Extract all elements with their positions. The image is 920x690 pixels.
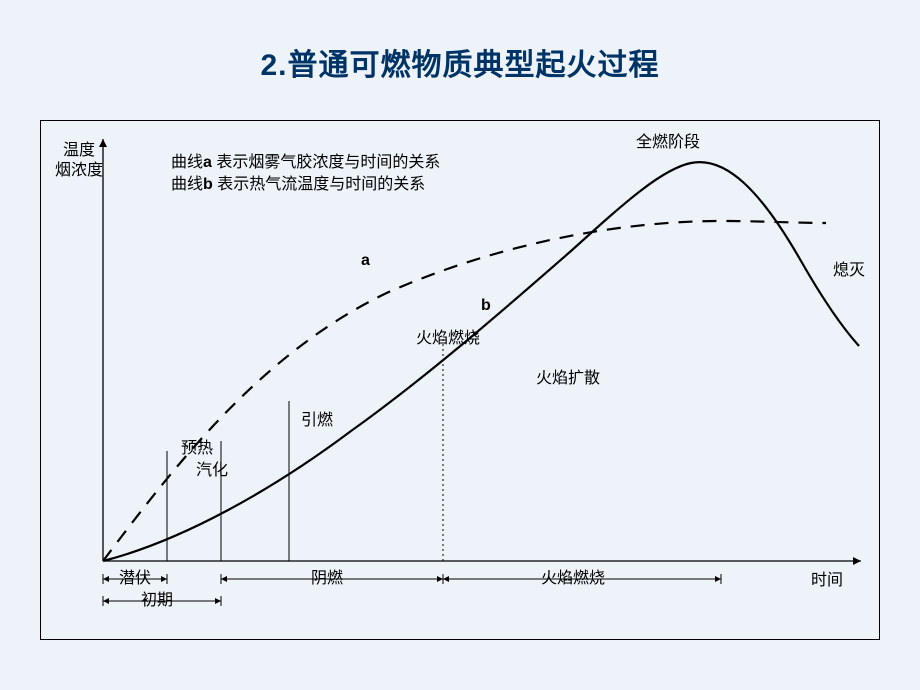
annot-ignite: 引燃 — [301, 411, 333, 432]
legend-1-bold: a — [203, 154, 212, 171]
curve-b-label: b — [481, 296, 491, 317]
legend-2-bold: b — [203, 176, 213, 193]
y-axis-label-2: 烟浓度 — [55, 161, 103, 182]
legend-2-prefix: 曲线 — [171, 176, 203, 193]
annot-preheat: 预热 — [181, 439, 213, 460]
range-label-flameburn: 火焰燃烧 — [541, 569, 605, 590]
page-title: 2.普通可燃物质典型起火过程 — [0, 0, 920, 84]
annot-flame-spread: 火焰扩散 — [536, 369, 600, 390]
chart-svg — [41, 121, 881, 641]
x-axis-label: 时间 — [811, 571, 843, 592]
legend-line-2: 曲线b 表示热气流温度与时间的关系 — [171, 175, 425, 196]
chart-inner: 温度 烟浓度 时间 曲线a 表示烟雾气胶浓度与时间的关系 曲线b 表示热气流温度… — [41, 121, 879, 639]
range-label-smolder: 阴燃 — [311, 569, 343, 590]
annot-extinguish: 熄灭 — [833, 261, 865, 282]
range-label-initial: 初期 — [141, 591, 173, 612]
range-label-latent: 潜伏 — [119, 569, 151, 590]
legend-line-1: 曲线a 表示烟雾气胶浓度与时间的关系 — [171, 153, 440, 174]
curve-a-label: a — [361, 251, 370, 272]
y-axis-label-1: 温度 — [63, 141, 95, 162]
annot-full-combustion: 全燃阶段 — [636, 133, 700, 154]
legend-1-prefix: 曲线 — [171, 154, 203, 171]
chart-container: 温度 烟浓度 时间 曲线a 表示烟雾气胶浓度与时间的关系 曲线b 表示热气流温度… — [40, 120, 880, 640]
annot-flame-burn: 火焰燃烧 — [416, 329, 480, 350]
legend-2-suffix: 表示热气流温度与时间的关系 — [213, 176, 425, 193]
annot-vaporize: 汽化 — [196, 461, 228, 482]
legend-1-suffix: 表示烟雾气胶浓度与时间的关系 — [212, 154, 440, 171]
